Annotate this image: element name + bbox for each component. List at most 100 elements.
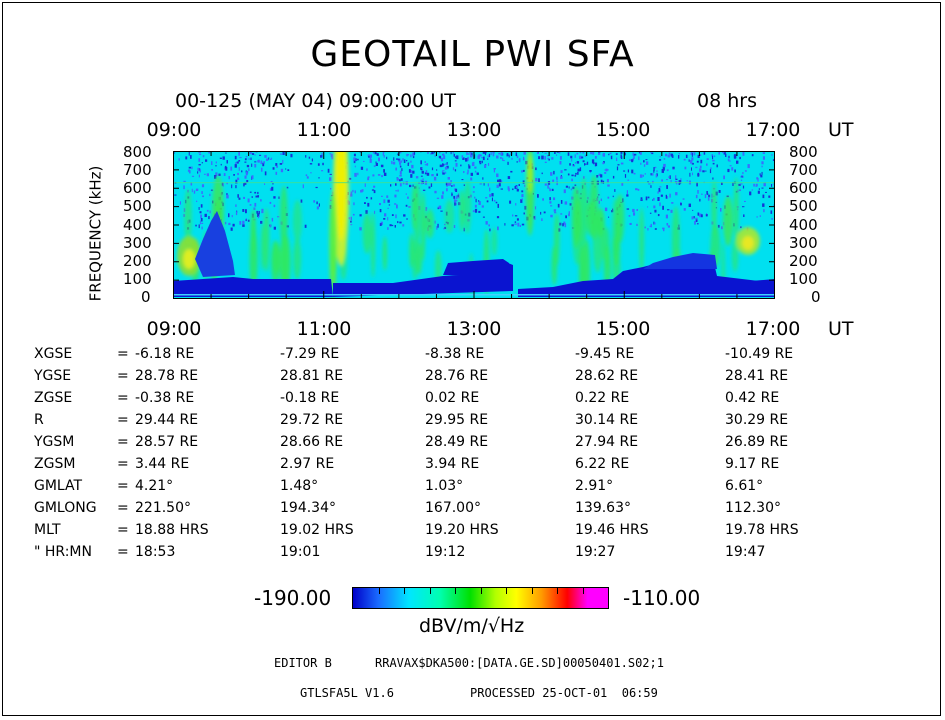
green-streak (425, 209, 435, 239)
noise-speckle (456, 199, 458, 202)
noise-speckle (478, 200, 480, 202)
noise-speckle (244, 161, 247, 163)
noise-speckle (430, 183, 433, 187)
noise-speckle (275, 163, 278, 166)
noise-speckle (259, 154, 262, 156)
noise-speckle (514, 215, 518, 217)
noise-speckle (318, 177, 320, 179)
green-streak (280, 185, 288, 251)
noise-speckle (579, 167, 582, 172)
ephemeris-equals: = (117, 522, 129, 538)
noise-speckle (574, 154, 576, 158)
noise-speckle (666, 223, 669, 226)
noise-speckle (453, 199, 457, 203)
noise-speckle (400, 160, 403, 163)
noise-speckle (642, 174, 644, 177)
green-streak (382, 236, 388, 271)
noise-speckle (399, 221, 402, 224)
noise-speckle (657, 214, 660, 217)
noise-speckle (441, 195, 444, 199)
noise-speckle (454, 188, 457, 191)
noise-speckle (247, 198, 250, 203)
noise-speckle (728, 155, 730, 159)
green-streak (733, 176, 739, 243)
noise-speckle (662, 205, 664, 210)
noise-speckle (225, 152, 227, 154)
noise-speckle (703, 152, 706, 155)
ephemeris-equals: = (117, 434, 129, 450)
noise-speckle (616, 166, 619, 171)
noise-speckle (558, 151, 561, 154)
noise-speckle (406, 218, 408, 220)
noise-speckle (482, 177, 484, 180)
ephemeris-equals: = (117, 368, 129, 384)
green-streak (463, 180, 472, 234)
noise-speckle (732, 182, 734, 186)
noise-speckle (201, 226, 203, 230)
noise-speckle (669, 175, 671, 179)
noise-speckle (548, 158, 550, 161)
noise-speckle (238, 197, 241, 200)
noise-speckle (569, 163, 571, 166)
noise-speckle (406, 160, 408, 162)
noise-speckle (695, 194, 698, 199)
noise-speckle (279, 163, 283, 165)
noise-speckle (254, 161, 257, 163)
colorbar-tick (480, 588, 482, 594)
noise-speckle (243, 183, 245, 187)
noise-speckle (650, 185, 652, 188)
noise-speckle (224, 221, 227, 225)
noise-speckle (608, 153, 610, 156)
noise-speckle (640, 197, 643, 199)
noise-speckle (727, 168, 730, 173)
noise-speckle (441, 171, 444, 173)
noise-speckle (271, 217, 274, 222)
noise-speckle (204, 213, 207, 217)
noise-speckle (699, 154, 702, 156)
noise-speckle (655, 174, 658, 178)
noise-speckle (521, 194, 523, 197)
noise-speckle (717, 224, 720, 228)
noise-speckle (565, 215, 567, 219)
noise-speckle (469, 151, 472, 155)
noise-speckle (675, 192, 678, 196)
ephemeris-value: 29.72 RE (280, 412, 344, 428)
noise-speckle (620, 151, 623, 154)
noise-speckle (608, 216, 610, 218)
green-streak (362, 212, 372, 254)
noise-speckle (396, 158, 399, 160)
duration-label: 08 hrs (697, 90, 757, 112)
noise-speckle (548, 187, 550, 189)
noise-speckle (246, 180, 249, 183)
noise-speckle (481, 157, 484, 159)
noise-speckle (210, 189, 214, 191)
noise-speckle (392, 161, 396, 165)
noise-speckle (486, 200, 489, 203)
noise-speckle (228, 176, 230, 180)
noise-speckle (410, 174, 413, 178)
noise-speckle (607, 196, 610, 199)
noise-speckle (691, 152, 693, 157)
noise-speckle (245, 156, 248, 158)
noise-speckle (596, 175, 599, 178)
noise-speckle (537, 194, 539, 198)
noise-speckle (691, 167, 692, 171)
noise-speckle (653, 197, 655, 201)
noise-speckle (232, 223, 235, 227)
noise-speckle (544, 183, 547, 186)
noise-speckle (742, 172, 744, 175)
noise-speckle (366, 168, 368, 171)
noise-speckle (598, 200, 600, 204)
ephemeris-equals: = (117, 544, 129, 560)
noise-speckle (377, 174, 381, 176)
noise-speckle (221, 182, 223, 186)
noise-speckle (251, 196, 253, 198)
noise-speckle (187, 169, 190, 172)
noise-speckle (635, 188, 638, 191)
noise-speckle (399, 175, 402, 177)
noise-speckle (556, 176, 558, 180)
noise-speckle (482, 151, 485, 154)
noise-speckle (569, 203, 572, 206)
noise-speckle (285, 168, 287, 170)
noise-speckle (702, 170, 705, 173)
